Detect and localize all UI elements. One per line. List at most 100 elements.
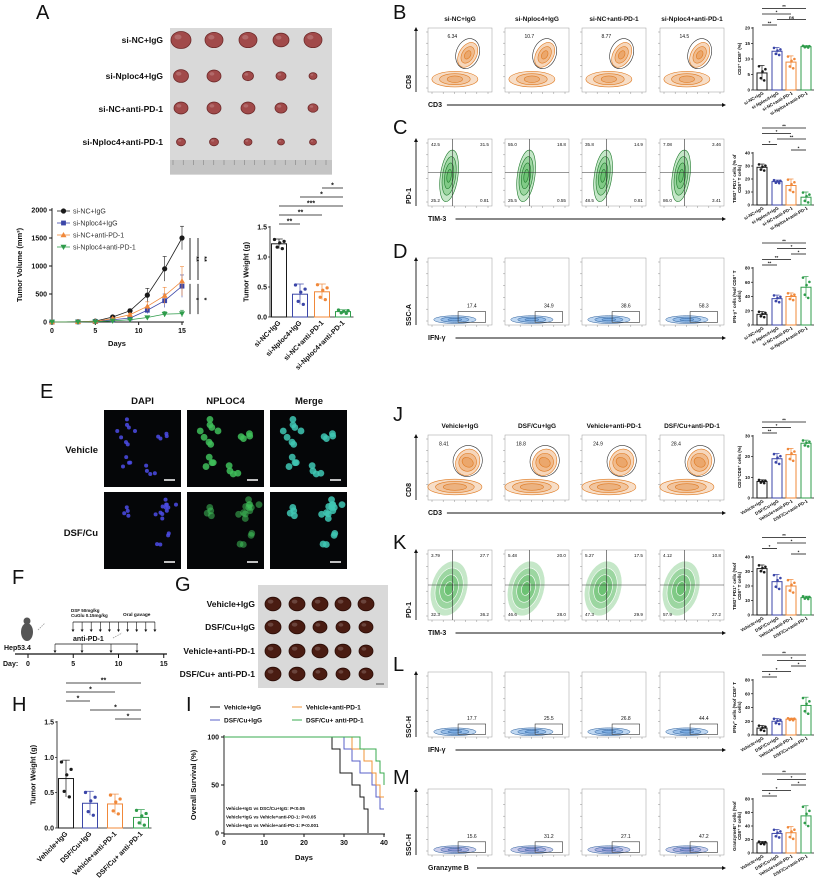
specimen-highlight <box>211 139 215 142</box>
cell <box>320 433 328 441</box>
significance-label: ** <box>192 256 199 262</box>
significance-label: * <box>776 667 778 672</box>
arrow-head-icon <box>135 629 139 632</box>
data-point <box>788 297 792 301</box>
flow-y-label: SSC-A <box>406 304 413 326</box>
tumor-specimen <box>335 667 351 681</box>
cell <box>119 435 124 440</box>
significance-label: ** <box>782 651 786 656</box>
cell <box>308 462 316 470</box>
y-tick-label: 80 <box>745 266 751 271</box>
legend-marker <box>60 232 67 238</box>
significance-label: * <box>114 705 117 712</box>
y-tick-label: 0 <box>747 613 750 618</box>
mouse-icon <box>21 623 33 641</box>
cell-population-contour <box>601 848 617 852</box>
data-point <box>806 201 810 204</box>
cell <box>328 504 336 511</box>
specimen-highlight <box>176 104 182 108</box>
quadrant-percentage: 5.48 <box>508 553 517 558</box>
y-axis-label: Tumor Volume (mm³) <box>15 227 24 302</box>
data-point <box>62 789 66 794</box>
specimen-highlight <box>309 105 314 108</box>
cell-population-contour <box>601 318 617 322</box>
data-point <box>776 179 779 183</box>
significance-label: ** <box>287 219 293 226</box>
data-point <box>777 53 781 57</box>
tumor-specimen <box>209 137 219 147</box>
category-label: Vehicle+anti-PD-1 <box>72 831 119 878</box>
specimen-highlight <box>278 140 282 142</box>
cd3-cd8-bar-chart-b: 05101520si-NC+IgGsi-Nploc4+IgGsi-NC+anti… <box>743 4 814 116</box>
data-point <box>808 809 811 813</box>
gate-ellipse <box>529 445 560 477</box>
y-tick-label: 30 <box>745 434 751 439</box>
y-axis-label: Tumor Weight (g) <box>241 241 250 302</box>
data-point <box>774 834 778 838</box>
data-point <box>761 479 764 483</box>
y-tick-label: 1000 <box>31 264 47 271</box>
x-axis-label: Days <box>295 853 313 862</box>
specimen-highlight <box>337 646 344 651</box>
cell <box>156 434 161 439</box>
y-tick-label: 1.5 <box>257 224 267 231</box>
y-tick-label: 2000 <box>31 208 47 215</box>
cell-population-contour <box>524 730 540 734</box>
cd3-cd8-bar-chart-j: 0102030Vehicle+IgGDSF/Cu+IgGVehicle+anti… <box>740 418 814 522</box>
data-point <box>791 190 795 194</box>
y-tick-label: 0 <box>747 88 750 93</box>
quadrant-percentage: 0.55 <box>557 198 566 203</box>
cell <box>152 471 157 476</box>
gate-percentage: 18.8 <box>516 441 526 447</box>
plot-frame <box>659 257 725 326</box>
tumor-specimen <box>312 667 328 681</box>
bar <box>785 296 797 326</box>
cell <box>214 427 222 435</box>
panel-letter-c: C <box>393 117 408 139</box>
cell <box>329 430 336 438</box>
data-point <box>793 57 796 61</box>
cell-population-contour <box>594 316 624 323</box>
day-label: 5 <box>71 661 75 668</box>
significance-label: * <box>791 539 793 544</box>
data-point <box>793 717 796 720</box>
cell-population-contour <box>517 728 547 735</box>
gate-rectangle <box>534 723 563 735</box>
significance-label: * <box>89 687 92 694</box>
quadrant-percentage: 48.5 <box>585 198 594 203</box>
cell <box>283 433 291 441</box>
data-point <box>779 179 782 183</box>
data-point <box>762 729 766 733</box>
data-point <box>764 311 767 315</box>
significance-label: * <box>331 183 334 190</box>
cell <box>203 509 211 517</box>
cell-population-contour <box>671 574 691 603</box>
data-point <box>161 292 168 298</box>
arrow-head-icon <box>80 629 84 632</box>
data-point <box>761 726 764 729</box>
y-tick-label: 30 <box>745 164 751 169</box>
cell <box>209 459 217 467</box>
specimen-highlight <box>291 599 298 604</box>
series-line <box>51 285 183 323</box>
data-point <box>776 831 779 834</box>
data-point <box>759 168 763 171</box>
cell <box>317 469 325 477</box>
fluorescence-image <box>104 492 181 569</box>
quadrant-percentage: 7.08 <box>663 142 672 147</box>
legend-label: DSF/Cu+ anti-PD-1 <box>306 718 364 725</box>
cell-population-contour <box>439 574 459 603</box>
flow-plot <box>658 671 725 739</box>
data-point <box>788 835 792 839</box>
flow-x-label: Granzyme B <box>428 865 469 872</box>
gate-rectangle <box>457 841 486 853</box>
tumor-specimen <box>275 71 287 81</box>
data-point <box>59 760 64 764</box>
flow-panel-row-j: Vehicle+IgG 8.41 DSF/Cu+IgG 18.8 Vehicle+ant… <box>406 423 726 517</box>
data-point <box>777 587 781 591</box>
data-point <box>757 64 761 68</box>
data-point <box>777 181 781 185</box>
gate-percentage: 14.5 <box>679 34 689 40</box>
tumor-row-label: si-Nploc4+anti-PD-1 <box>82 137 163 147</box>
legend-marker <box>60 244 67 250</box>
